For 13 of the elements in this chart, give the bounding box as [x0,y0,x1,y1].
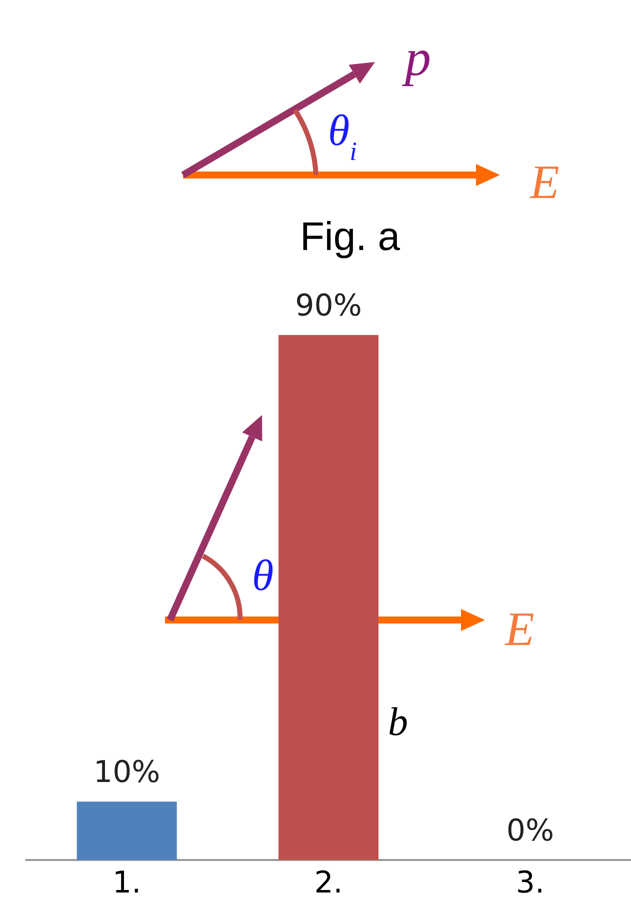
annotation: θ [252,551,274,600]
data-label: 90% [295,288,362,324]
x-tick-label: 2. [314,866,343,900]
text: p [401,30,431,87]
x-tick-label: 3. [516,866,544,900]
text: E [529,156,560,209]
data-label: 10% [93,755,160,790]
text: θ$_{i}$ [328,106,357,166]
x-tick-label: 1. [112,866,142,900]
data-label: 0% [506,814,554,848]
annotation: E [504,603,534,656]
annotation: b [388,699,408,744]
text: Fig. a [300,215,401,259]
